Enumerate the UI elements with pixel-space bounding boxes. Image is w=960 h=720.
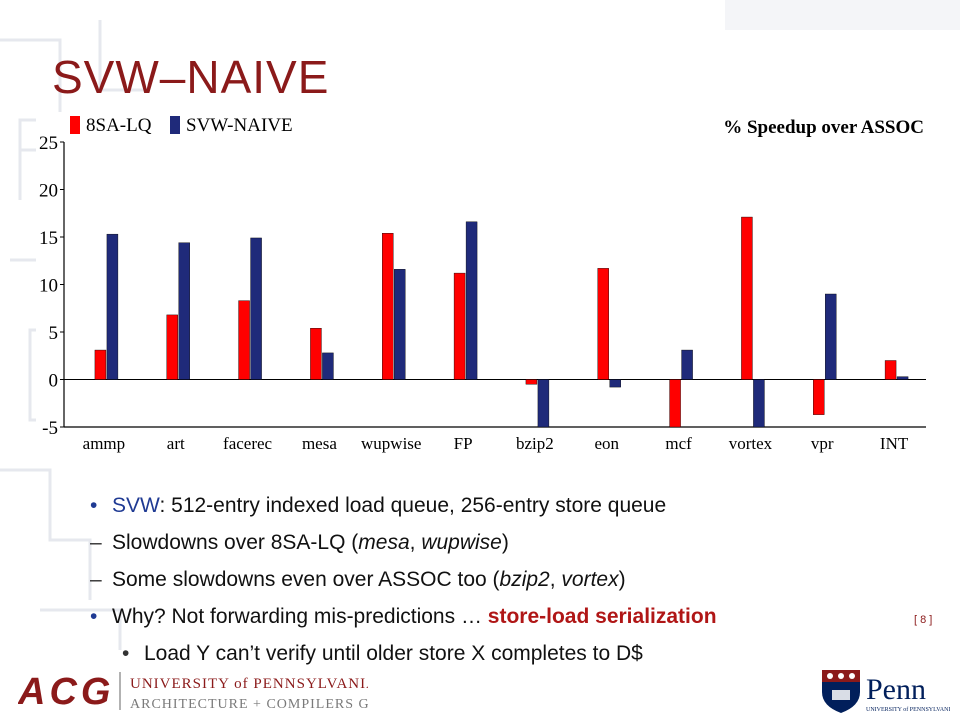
bullet-marker: – — [90, 531, 102, 554]
y-tick-label: -5 — [42, 418, 58, 439]
x-tick-label: vpr — [811, 434, 834, 453]
acg-letters: ACG — [18, 671, 114, 713]
y-tick-label: 0 — [49, 371, 59, 392]
bar-svw-naive — [178, 242, 190, 380]
bar-svw-naive — [465, 221, 478, 380]
y-tick-label: 20 — [39, 181, 58, 202]
bullet-marker: • — [90, 494, 98, 517]
bar-svw-naive — [825, 293, 837, 380]
y-tick-label: 25 — [39, 133, 58, 154]
chart-title: % Speedup over ASSOC — [723, 117, 924, 138]
x-tick-label: bzip2 — [516, 434, 554, 453]
legend-swatch — [70, 116, 80, 134]
bullet-text: Slowdowns over 8SA-LQ ( — [112, 531, 359, 554]
x-tick-label: mcf — [665, 434, 692, 453]
bar-svw-naive — [394, 269, 406, 380]
bar-sa-lq — [884, 360, 897, 380]
bullet-text: SVW — [112, 494, 160, 517]
y-tick-label: 15 — [39, 228, 58, 249]
bullet-text: vortex — [561, 568, 619, 591]
penn-shield-icon — [822, 670, 860, 713]
bullet-text: wupwise — [421, 531, 502, 554]
bar-sa-lq — [597, 268, 609, 380]
bar-sa-lq — [741, 216, 753, 380]
slide-title: SVW–NAIVE — [52, 51, 330, 103]
legend-label: SVW-NAIVE — [186, 115, 293, 136]
penn-logo: Penn UNIVERSITY of PENNSYLVANIA — [822, 670, 950, 713]
acg-logo: ACG UNIVERSITY of PENNSYLVANIA ARCHITECT… — [18, 671, 368, 713]
bar-sa-lq — [310, 327, 322, 380]
bar-sa-lq — [94, 349, 107, 380]
acg-university-line: UNIVERSITY of PENNSYLVANIA — [130, 676, 368, 692]
x-tick-label: eon — [594, 434, 619, 453]
legend-label: 8SA-LQ — [86, 115, 152, 136]
bar-svw-naive — [896, 376, 909, 380]
penn-subtitle: UNIVERSITY of PENNSYLVANIA — [866, 706, 950, 713]
x-tick-label: art — [167, 434, 185, 453]
bar-sa-lq — [813, 379, 825, 415]
x-tick-label: ammp — [83, 434, 126, 453]
bullet-item: • Load Y can’t verify until older store X… — [122, 642, 643, 666]
bar-sa-lq — [525, 379, 538, 385]
acg-group-line: ARCHITECTURE + COMPILERS GROUP — [130, 697, 368, 712]
bullet-marker: • — [122, 642, 130, 665]
legend-swatch — [170, 116, 180, 134]
bullet-text: mesa — [358, 531, 410, 554]
bullet-item: • SVW: 512-entry indexed load queue, 256-… — [90, 494, 667, 518]
bullet-text: ) — [501, 531, 509, 554]
x-tick-label: vortex — [729, 434, 773, 453]
bullet-text: Load Y can’t verify until older store X … — [144, 642, 643, 665]
chart-svg: -5 0 5 10 15 20 25 ammp art facerec mesa wupwise FP b… — [39, 115, 926, 453]
penn-name: Penn — [866, 673, 926, 706]
bar-svw-naive — [681, 349, 693, 380]
bar-svw-naive — [753, 379, 765, 428]
x-tick-label: wupwise — [361, 434, 421, 453]
page-number: [ 8 ] — [914, 614, 933, 626]
bullet-marker: • — [90, 605, 98, 628]
bullet-text: ) — [618, 568, 626, 591]
bar-sa-lq — [166, 314, 178, 380]
bar-svw-naive — [609, 379, 621, 388]
y-tick-label: 5 — [49, 323, 59, 344]
bullet-item: – Slowdowns over 8SA-LQ (mesa, wupwise) — [90, 531, 509, 555]
bullet-text: : 512-entry indexed load queue, 256-entr… — [159, 494, 667, 517]
bullet-marker: – — [90, 568, 102, 591]
y-tick-label: 10 — [39, 276, 58, 297]
x-tick-label: mesa — [302, 434, 337, 453]
bar-svw-naive — [322, 352, 334, 380]
bar-sa-lq — [238, 300, 250, 380]
bullet-text: Some slowdowns even over ASSOC too ( — [112, 568, 500, 591]
x-tick-label: INT — [880, 434, 909, 453]
bar-sa-lq — [453, 272, 466, 380]
bullet-text: bzip2 — [499, 568, 550, 591]
bar-svw-naive — [537, 379, 550, 428]
bar-svw-naive — [250, 237, 262, 380]
bar-sa-lq — [669, 379, 681, 428]
bar-svw-naive — [106, 233, 119, 380]
bullet-item: • Why? Not forwarding mis-predictions … s… — [90, 605, 717, 629]
speedup-bar-chart: -5 0 5 10 15 20 25 ammp art facerec mesa wupwise FP b… — [36, 112, 934, 457]
bullet-text: store-load serialization — [487, 605, 717, 628]
x-tick-label: FP — [454, 434, 473, 453]
bar-sa-lq — [382, 232, 394, 380]
bullet-text: , — [549, 568, 562, 591]
bullet-text: , — [409, 531, 422, 554]
bullet-item: – Some slowdowns even over ASSOC too (bzi… — [90, 568, 626, 592]
x-tick-label: facerec — [223, 434, 273, 453]
bullet-text: Why? Not forwarding mis-predictions … — [112, 605, 488, 628]
